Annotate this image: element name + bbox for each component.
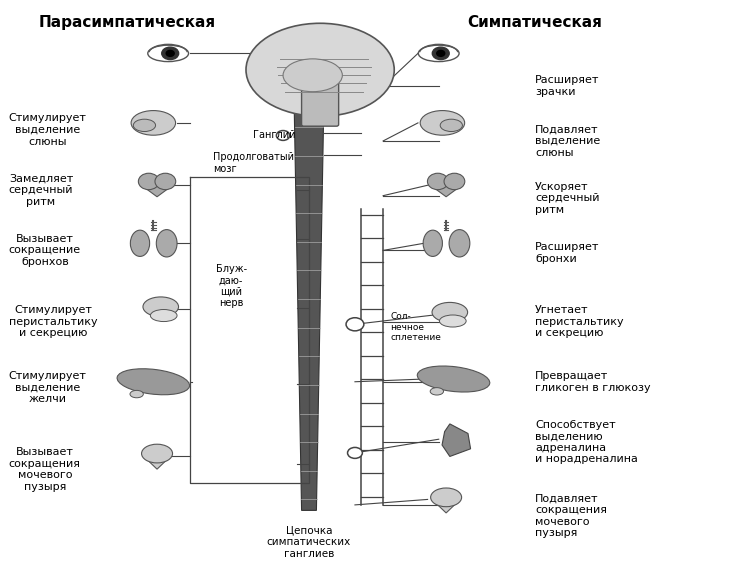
PathPatch shape <box>442 424 471 457</box>
Text: Расширяет
зрачки: Расширяет зрачки <box>535 75 600 97</box>
Text: Подавляет
выделение
слюны: Подавляет выделение слюны <box>535 124 600 158</box>
Ellipse shape <box>156 229 177 257</box>
Circle shape <box>276 131 289 140</box>
Text: Парасимпатическая: Парасимпатическая <box>39 15 216 30</box>
PathPatch shape <box>429 184 464 197</box>
Ellipse shape <box>444 173 465 190</box>
Ellipse shape <box>143 297 179 316</box>
Ellipse shape <box>423 230 443 257</box>
Text: Вызывает
сокращения
мочевого
пузыря: Вызывает сокращения мочевого пузыря <box>9 447 81 492</box>
Ellipse shape <box>440 315 466 327</box>
Circle shape <box>432 47 449 60</box>
Ellipse shape <box>148 45 188 62</box>
Text: Стимулирует
выделение
желчи: Стимулирует выделение желчи <box>9 371 87 404</box>
Text: Стимулирует
перистальтику
и секрецию: Стимулирует перистальтику и секрецию <box>9 305 97 338</box>
PathPatch shape <box>139 184 175 197</box>
PathPatch shape <box>432 499 461 513</box>
Ellipse shape <box>155 173 176 190</box>
Ellipse shape <box>432 302 468 322</box>
Ellipse shape <box>283 59 342 92</box>
Ellipse shape <box>431 488 461 507</box>
Text: Блуж-
даю-
щий
нерв: Блуж- даю- щий нерв <box>216 264 247 308</box>
Ellipse shape <box>130 390 144 398</box>
Ellipse shape <box>133 119 155 132</box>
PathPatch shape <box>294 106 324 510</box>
Circle shape <box>437 50 445 56</box>
Ellipse shape <box>430 388 443 395</box>
Ellipse shape <box>150 310 177 321</box>
Text: Цепочка
симпатических
ганглиев: Цепочка симпатических ганглиев <box>267 525 351 559</box>
Text: Угнетает
перистальтику
и секрецию: Угнетает перистальтику и секрецию <box>535 305 623 338</box>
PathPatch shape <box>143 455 171 469</box>
Text: Продолговатый
мозг: Продолговатый мозг <box>213 152 294 173</box>
Circle shape <box>166 50 174 56</box>
Text: Ганглий: Ганглий <box>254 131 296 141</box>
Ellipse shape <box>246 23 394 116</box>
Text: Подавляет
сокращения
мочевого
пузыря: Подавляет сокращения мочевого пузыря <box>535 493 607 538</box>
Text: Расширяет
бронхи: Расширяет бронхи <box>535 242 600 264</box>
Ellipse shape <box>130 230 150 257</box>
Ellipse shape <box>131 111 176 135</box>
Text: Замедляет
сердечный
ритм: Замедляет сердечный ритм <box>9 173 74 207</box>
Text: Симпатическая: Симпатическая <box>468 15 603 30</box>
Circle shape <box>347 447 362 458</box>
Circle shape <box>346 318 364 331</box>
Text: Способствует
выделению
адреналина
и норадреналина: Способствует выделению адреналина и нора… <box>535 420 638 464</box>
Ellipse shape <box>417 366 490 392</box>
Ellipse shape <box>418 45 459 62</box>
Ellipse shape <box>449 229 470 257</box>
Ellipse shape <box>141 444 173 463</box>
Text: Сол-
нечное
сплетение: Сол- нечное сплетение <box>391 312 441 342</box>
Ellipse shape <box>440 119 463 132</box>
Ellipse shape <box>138 173 159 190</box>
FancyBboxPatch shape <box>301 79 339 126</box>
Text: Ускоряет
сердечный
ритм: Ускоряет сердечный ритм <box>535 182 600 215</box>
Ellipse shape <box>428 173 448 190</box>
Circle shape <box>161 47 179 60</box>
Ellipse shape <box>420 111 465 135</box>
Ellipse shape <box>117 369 190 395</box>
Text: Вызывает
сокращение
бронхов: Вызывает сокращение бронхов <box>9 234 81 267</box>
Text: Стимулирует
выделение
слюны: Стимулирует выделение слюны <box>9 114 87 146</box>
Text: Превращает
гликоген в глюкозу: Превращает гликоген в глюкозу <box>535 371 651 393</box>
